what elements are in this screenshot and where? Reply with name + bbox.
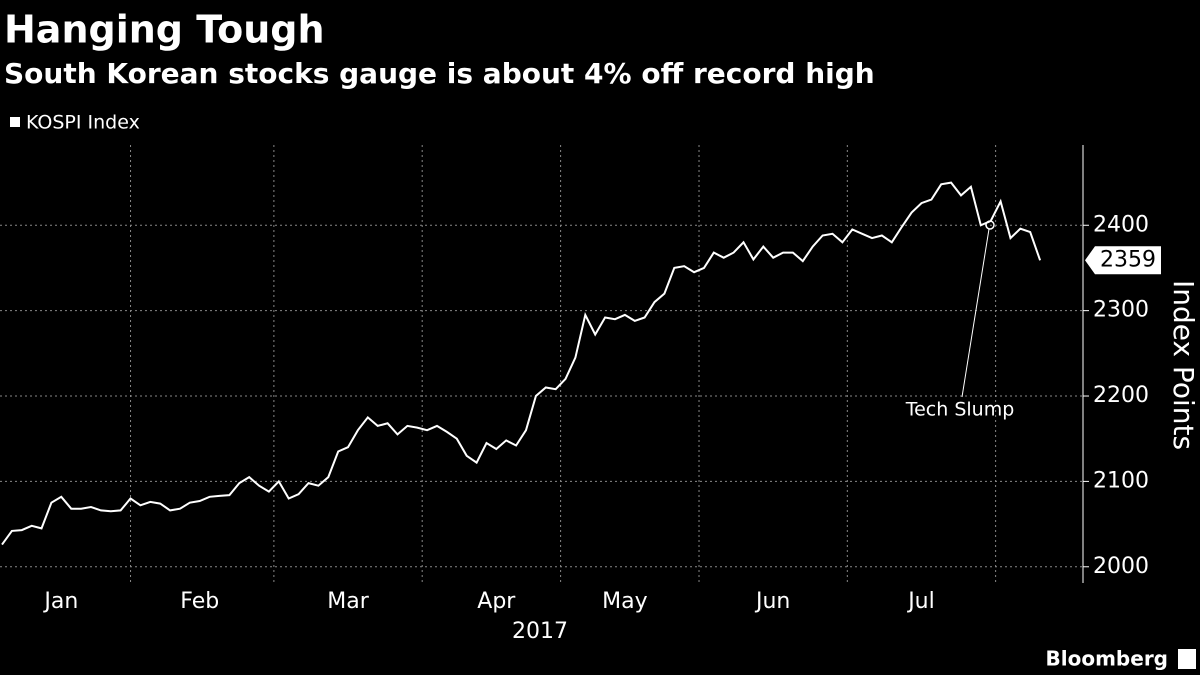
legend-label: KOSPI Index bbox=[26, 112, 140, 134]
x-tick-label: May bbox=[602, 589, 647, 614]
chart-title: Hanging Tough bbox=[4, 8, 325, 52]
x-axis-label: 2017 bbox=[512, 619, 568, 644]
y-tick-label: 2000 bbox=[1093, 554, 1149, 579]
x-tick-label: Feb bbox=[180, 589, 219, 614]
legend-swatch bbox=[10, 117, 20, 127]
x-tick-label: Jan bbox=[42, 589, 78, 614]
annotation: Tech Slump bbox=[905, 399, 1015, 421]
annotation-leader bbox=[961, 228, 990, 398]
x-tick-label: Jul bbox=[906, 589, 935, 614]
x-tick-label: Apr bbox=[477, 589, 516, 614]
y-axis-label: Index Points bbox=[1167, 280, 1200, 450]
last-value-box bbox=[1085, 246, 1161, 275]
line-series bbox=[1, 181, 1042, 546]
annotation-marker bbox=[985, 220, 995, 230]
y-tick-label: 2100 bbox=[1093, 468, 1149, 493]
y-tick-label: 2300 bbox=[1093, 298, 1149, 323]
y-tick-label: 2200 bbox=[1093, 383, 1149, 408]
chart-subtitle: South Korean stocks gauge is about 4% of… bbox=[4, 57, 875, 90]
source-logo: Bloomberg bbox=[1046, 647, 1168, 671]
logo-icon bbox=[1178, 649, 1196, 669]
x-tick-label: Jun bbox=[754, 589, 790, 614]
last-value-label: 2359 bbox=[1100, 247, 1156, 272]
x-tick-label: Mar bbox=[327, 589, 369, 614]
y-tick-label: 2400 bbox=[1093, 212, 1149, 237]
